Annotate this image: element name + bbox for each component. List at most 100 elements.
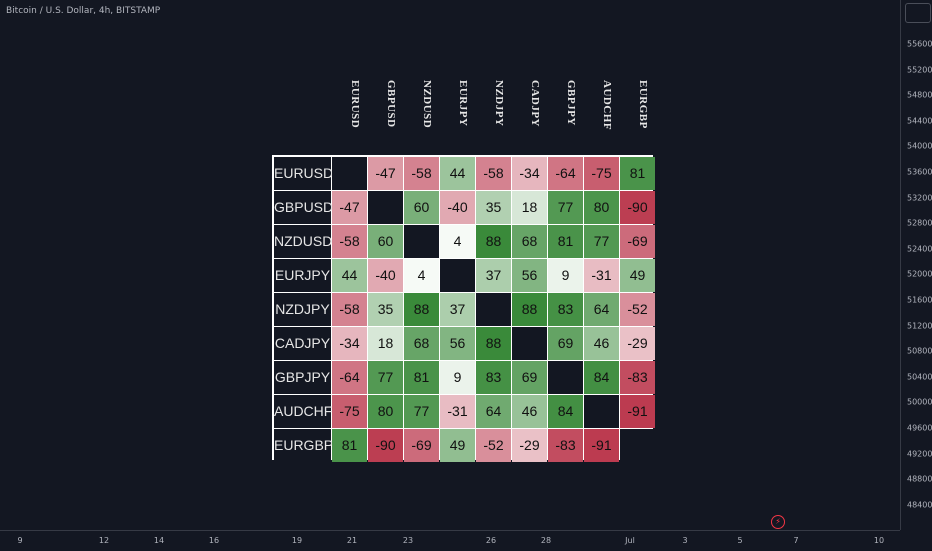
heatmap-cell xyxy=(404,225,439,258)
heatmap-cell: -83 xyxy=(548,429,583,462)
row-label: NZDUSD xyxy=(274,225,332,258)
heatmap-cell: -47 xyxy=(332,191,367,224)
column-label: EURUSD xyxy=(349,80,361,129)
price-label: 49200 xyxy=(907,449,932,459)
price-label: 50000 xyxy=(907,397,932,407)
column-label: EURJPY xyxy=(457,80,469,127)
heatmap-cell: 37 xyxy=(476,259,511,292)
heatmap-cell: 68 xyxy=(512,225,547,258)
price-label: 54400 xyxy=(907,116,932,126)
heatmap-cell: 77 xyxy=(368,361,403,394)
heatmap-cell xyxy=(332,157,367,190)
heatmap-cell: 44 xyxy=(440,157,475,190)
heatmap-cell: 46 xyxy=(584,327,619,360)
column-label: GBPUSD xyxy=(385,80,397,128)
row-label: EURJPY xyxy=(274,259,331,292)
heatmap-cell: -34 xyxy=(512,157,547,190)
row-label: AUDCHF xyxy=(274,395,332,428)
price-label: 52000 xyxy=(907,269,932,279)
heatmap-cell: 88 xyxy=(512,293,547,326)
heatmap-cell: 69 xyxy=(548,327,583,360)
heatmap-cell: 18 xyxy=(512,191,547,224)
heatmap-cell xyxy=(620,429,655,462)
heatmap-cell: 80 xyxy=(584,191,619,224)
heatmap-cell: -75 xyxy=(332,395,367,428)
heatmap-cell: 60 xyxy=(404,191,439,224)
heatmap-cell: 44 xyxy=(332,259,367,292)
price-label: 52800 xyxy=(907,218,932,228)
time-label: 5 xyxy=(737,536,743,545)
heatmap-cell: -91 xyxy=(584,429,619,462)
heatmap-cell: 83 xyxy=(476,361,511,394)
time-label: 9 xyxy=(17,536,23,545)
row-label: GBPJPY xyxy=(274,361,331,394)
time-label: 14 xyxy=(153,536,165,545)
row-label: EURGBP xyxy=(274,429,333,462)
price-label: 55200 xyxy=(907,65,932,75)
heatmap-cell: 68 xyxy=(404,327,439,360)
heatmap-cell: 35 xyxy=(476,191,511,224)
heatmap-cell: 81 xyxy=(548,225,583,258)
price-label: 54800 xyxy=(907,90,932,100)
column-label: CADJPY xyxy=(529,80,541,127)
heatmap-cell: 56 xyxy=(512,259,547,292)
heatmap-cell: 35 xyxy=(368,293,403,326)
price-label: 52400 xyxy=(907,244,932,254)
price-label: 49600 xyxy=(907,423,932,433)
price-scale-box[interactable] xyxy=(905,3,931,23)
lightning-icon[interactable]: ⚡ xyxy=(771,515,785,529)
heatmap-cell: -75 xyxy=(584,157,619,190)
row-label: CADJPY xyxy=(274,327,331,360)
time-label: 19 xyxy=(291,536,303,545)
heatmap-cell: 88 xyxy=(476,225,511,258)
heatmap-cell: -29 xyxy=(512,429,547,462)
price-label: 51600 xyxy=(907,295,932,305)
heatmap-cell: 77 xyxy=(404,395,439,428)
time-label: 28 xyxy=(540,536,552,545)
row-label: GBPUSD xyxy=(274,191,333,224)
heatmap-cell xyxy=(476,293,511,326)
price-label: 54000 xyxy=(907,141,932,151)
heatmap-cell: 18 xyxy=(368,327,403,360)
heatmap-cell: -64 xyxy=(332,361,367,394)
heatmap-cell: 69 xyxy=(512,361,547,394)
heatmap-cell: -83 xyxy=(620,361,655,394)
heatmap-cell xyxy=(512,327,547,360)
time-label: 26 xyxy=(485,536,497,545)
time-axis[interactable] xyxy=(0,530,900,551)
column-label: EURGBP xyxy=(637,80,649,129)
heatmap-cell: 88 xyxy=(476,327,511,360)
price-label: 48800 xyxy=(907,474,932,484)
column-label: NZDUSD xyxy=(421,80,433,129)
heatmap-cell: -34 xyxy=(332,327,367,360)
column-label: NZDJPY xyxy=(493,80,505,127)
heatmap-cell: -58 xyxy=(476,157,511,190)
heatmap-cell: 46 xyxy=(512,395,547,428)
heatmap-cell: 9 xyxy=(440,361,475,394)
time-label: 7 xyxy=(793,536,799,545)
heatmap-cell: -64 xyxy=(548,157,583,190)
time-label: 21 xyxy=(346,536,358,545)
price-label: 55600 xyxy=(907,39,932,49)
heatmap-cell xyxy=(584,395,619,428)
heatmap-cell: 49 xyxy=(440,429,475,462)
heatmap-cell: -90 xyxy=(368,429,403,462)
price-label: 50400 xyxy=(907,372,932,382)
heatmap-cell xyxy=(548,361,583,394)
heatmap-cell: -40 xyxy=(440,191,475,224)
row-label: NZDJPY xyxy=(274,293,331,326)
price-axis[interactable] xyxy=(900,0,932,530)
heatmap-cell: 81 xyxy=(620,157,655,190)
heatmap-cell: -91 xyxy=(620,395,655,428)
column-label: AUDCHF xyxy=(601,80,613,131)
heatmap-cell: 9 xyxy=(548,259,583,292)
time-label: Jul xyxy=(625,536,635,545)
heatmap-cell: 80 xyxy=(368,395,403,428)
heatmap-cell: -58 xyxy=(332,225,367,258)
heatmap-cell: -52 xyxy=(620,293,655,326)
heatmap-cell: -58 xyxy=(332,293,367,326)
heatmap-cell: 64 xyxy=(476,395,511,428)
heatmap-cell: 77 xyxy=(548,191,583,224)
heatmap-cell: -31 xyxy=(584,259,619,292)
time-label: 23 xyxy=(402,536,414,545)
